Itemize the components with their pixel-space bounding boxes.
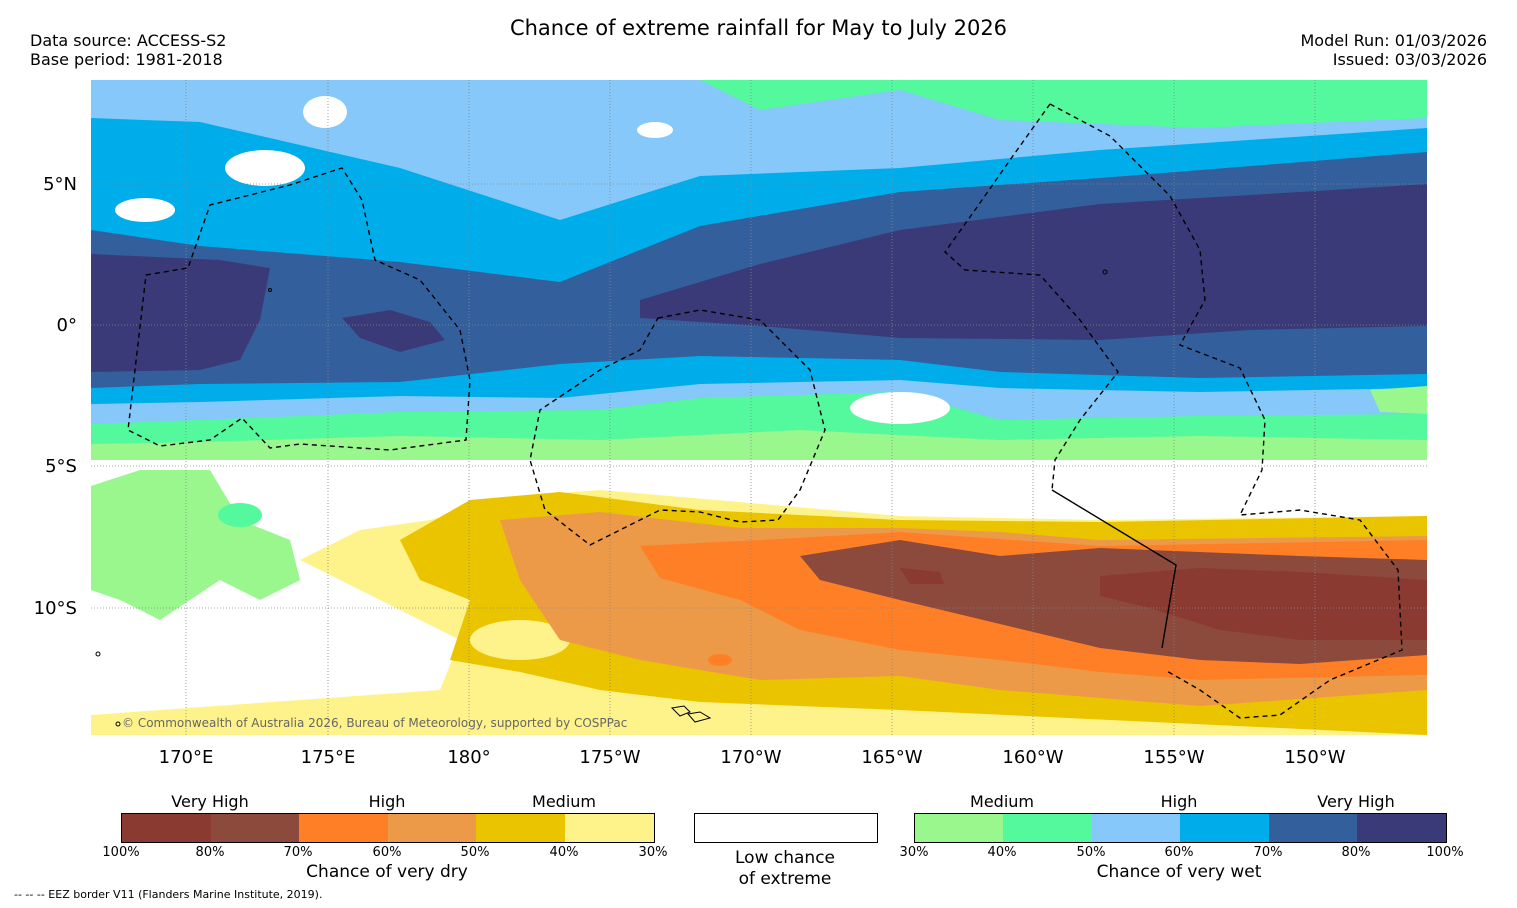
low-patch xyxy=(303,96,347,128)
wet-category-very-high: Very High xyxy=(1317,792,1395,811)
dry-tick: 60% xyxy=(372,845,402,860)
lon-label: 175°W xyxy=(579,747,640,768)
map-field xyxy=(91,80,1427,735)
wet-patch-east xyxy=(1370,386,1427,414)
lon-label: 165°W xyxy=(861,747,922,768)
latitude-labels: 5°N 0° 5°S 10°S xyxy=(34,174,77,619)
dry-category-very-high: Very High xyxy=(171,792,249,811)
lat-label: 0° xyxy=(57,315,77,336)
lat-label: 5°S xyxy=(45,456,77,477)
dry-tick: 40% xyxy=(549,845,579,860)
eez-solid xyxy=(1051,489,1177,649)
lon-label: 160°W xyxy=(1002,747,1063,768)
lat-label: 10°S xyxy=(34,598,77,619)
map-title: Chance of extreme rainfall for May to Ju… xyxy=(509,16,1008,40)
wet-patch-southwest xyxy=(91,470,300,620)
swatch-wet-70-80 xyxy=(1269,814,1357,842)
swatch-wet-80-100 xyxy=(1357,814,1446,842)
wet-tick: 100% xyxy=(1426,845,1464,860)
dry-patch-pale xyxy=(470,620,570,660)
low-patch xyxy=(850,392,950,424)
lon-label: 150°W xyxy=(1284,747,1345,768)
swatch-wet-60-70 xyxy=(1180,814,1269,842)
eez-kiribati-gilbert xyxy=(127,167,471,451)
wet-category-high: High xyxy=(1160,792,1198,811)
graticule xyxy=(91,80,1427,735)
lon-label: 155°W xyxy=(1143,747,1204,768)
wet-tick: 80% xyxy=(1341,845,1371,860)
swatch-dry-100-80 xyxy=(122,814,211,842)
lon-label: 170°E xyxy=(159,747,214,768)
dry-colorbar xyxy=(121,813,655,843)
dry-patch-orange xyxy=(708,654,732,666)
dry-tick: 30% xyxy=(638,845,668,860)
model-run: Model Run: 01/03/2026 xyxy=(1300,31,1488,50)
low-chance-line1: Low chance xyxy=(735,848,835,868)
wet-tick: 30% xyxy=(899,845,929,860)
dry-tick: 100% xyxy=(102,845,140,860)
eez-borders xyxy=(127,103,1403,719)
lon-label: 170°W xyxy=(720,747,781,768)
lon-label: 175°E xyxy=(301,747,356,768)
dry-tick: 70% xyxy=(283,845,313,860)
wet-legend-title: Chance of very wet xyxy=(1096,862,1262,882)
lon-label: 180° xyxy=(447,747,490,768)
wet-band-dark-east xyxy=(640,184,1427,340)
low-patch xyxy=(637,122,673,138)
low-chance-swatch xyxy=(694,813,878,843)
wet-category-medium: Medium xyxy=(970,792,1034,811)
swatch-wet-40-50 xyxy=(1003,814,1092,842)
swatch-dry-50-40 xyxy=(476,814,565,842)
low-patch xyxy=(225,150,305,186)
swatch-wet-30-40 xyxy=(915,814,1003,842)
wet-tick: 50% xyxy=(1076,845,1106,860)
dry-category-high: High xyxy=(368,792,406,811)
dry-tick: 80% xyxy=(195,845,225,860)
wet-patch-small xyxy=(218,503,262,527)
swatch-dry-80-70 xyxy=(211,814,299,842)
dry-legend-title: Chance of very dry xyxy=(306,862,468,882)
low-chance-label: Low chance of extreme xyxy=(694,848,876,890)
issued-date: Issued: 03/03/2026 xyxy=(1332,50,1487,69)
wet-colorbar xyxy=(914,813,1447,843)
data-info: Data source: ACCESS-S2 Base period: 1981… xyxy=(30,31,226,69)
islands xyxy=(95,269,1108,727)
dry-band-darkbrown xyxy=(900,568,1427,640)
dry-tick: 50% xyxy=(460,845,490,860)
swatch-dry-70-60 xyxy=(299,814,388,842)
wet-tick: 60% xyxy=(1164,845,1194,860)
low-patch xyxy=(115,198,175,222)
eez-line-north xyxy=(944,103,1119,491)
low-chance-line2: of extreme xyxy=(738,869,832,889)
wet-band-dark xyxy=(91,254,270,372)
base-period: Base period: 1981-2018 xyxy=(30,50,223,69)
rainfall-map[interactable]: 5°N 0° 5°S 10°S 170°E 175°E 180° 175°W 1… xyxy=(0,0,1517,790)
swatch-wet-50-60 xyxy=(1092,814,1180,842)
dry-category-medium: Medium xyxy=(532,792,596,811)
wet-band-dark-mid xyxy=(342,310,445,352)
eez-kiribati-phoenix xyxy=(529,309,826,546)
run-info: Model Run: 01/03/2026 Issued: 03/03/2026 xyxy=(1301,31,1488,69)
eez-footnote: -- -- -- EEZ border V11 (Flanders Marine… xyxy=(14,888,323,901)
copyright-notice: © Commonwealth of Australia 2026, Bureau… xyxy=(122,716,628,730)
lat-label: 5°N xyxy=(43,174,77,195)
swatch-dry-60-50 xyxy=(388,814,476,842)
data-source: Data source: ACCESS-S2 xyxy=(30,31,227,50)
wet-tick: 40% xyxy=(987,845,1017,860)
longitude-labels: 170°E 175°E 180° 175°W 170°W 165°W 160°W… xyxy=(159,747,1346,768)
swatch-dry-40-30 xyxy=(565,814,654,842)
wet-tick: 70% xyxy=(1253,845,1283,860)
